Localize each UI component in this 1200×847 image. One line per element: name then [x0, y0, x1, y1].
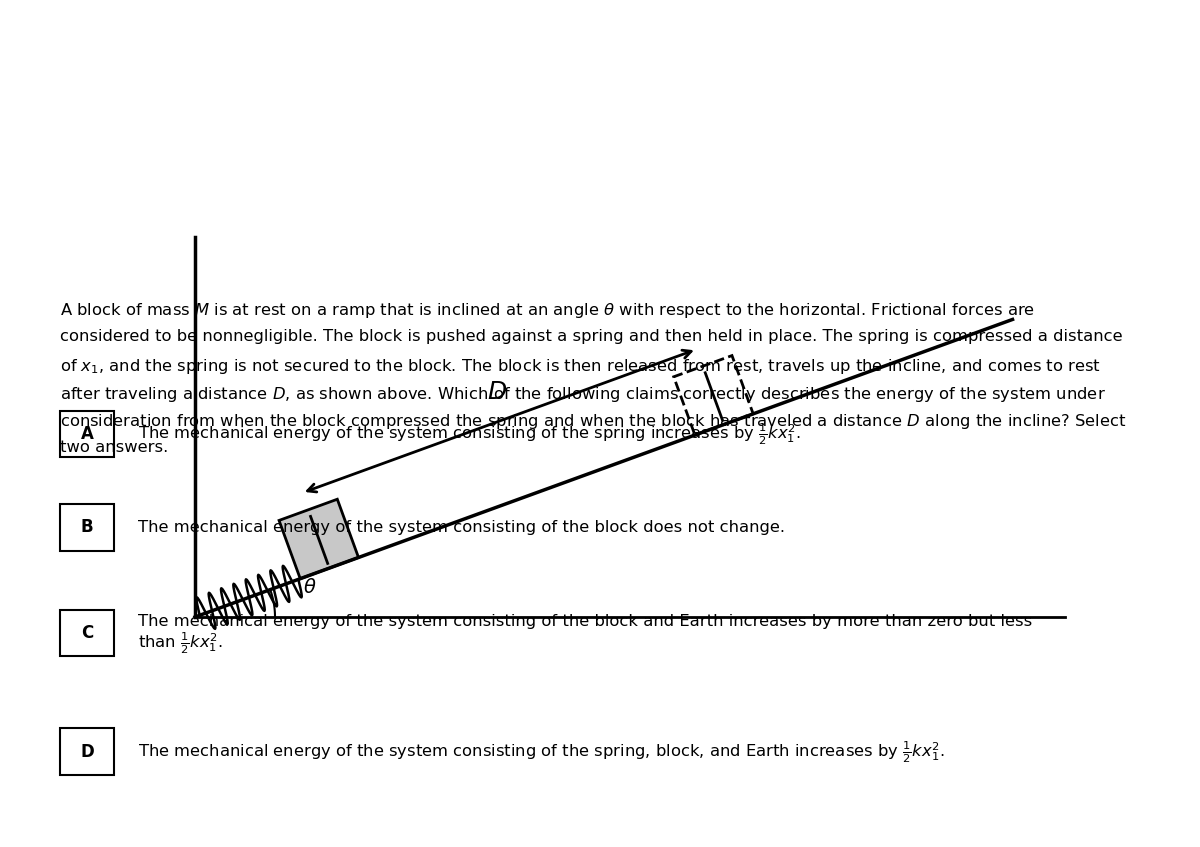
Text: $D$: $D$ — [486, 379, 506, 403]
Bar — [60, 504, 114, 551]
Text: of $x_1$, and the spring is not secured to the block. The block is then released: of $x_1$, and the spring is not secured … — [60, 357, 1102, 375]
Text: A block of mass $M$ is at rest on a ramp that is inclined at an angle $\theta$ w: A block of mass $M$ is at rest on a ramp… — [60, 301, 1034, 319]
Text: B: B — [80, 518, 94, 536]
Text: after traveling a distance $D$, as shown above. Which of the following claims co: after traveling a distance $D$, as shown… — [60, 385, 1106, 403]
Text: two answers.: two answers. — [60, 440, 168, 456]
Text: The mechanical energy of the system consisting of the spring increases by $\frac: The mechanical energy of the system cons… — [138, 421, 800, 447]
Text: The mechanical energy of the system consisting of the block and Earth increases : The mechanical energy of the system cons… — [138, 614, 1032, 629]
Text: A: A — [80, 425, 94, 443]
Bar — [60, 728, 114, 775]
Text: than $\frac{1}{2}kx_1^2$.: than $\frac{1}{2}kx_1^2$. — [138, 630, 223, 656]
Text: The mechanical energy of the system consisting of the spring, block, and Earth i: The mechanical energy of the system cons… — [138, 739, 946, 765]
Text: D: D — [80, 743, 94, 761]
Text: consideration from when the block compressed the spring and when the block has t: consideration from when the block compre… — [60, 412, 1127, 431]
Text: $\theta$: $\theta$ — [304, 578, 317, 597]
Polygon shape — [280, 499, 359, 579]
Text: C: C — [80, 624, 94, 642]
Bar — [60, 610, 114, 656]
Text: considered to be nonnegligible. The block is pushed against a spring and then he: considered to be nonnegligible. The bloc… — [60, 329, 1123, 344]
Text: The mechanical energy of the system consisting of the block does not change.: The mechanical energy of the system cons… — [138, 520, 785, 534]
Bar — [60, 411, 114, 457]
